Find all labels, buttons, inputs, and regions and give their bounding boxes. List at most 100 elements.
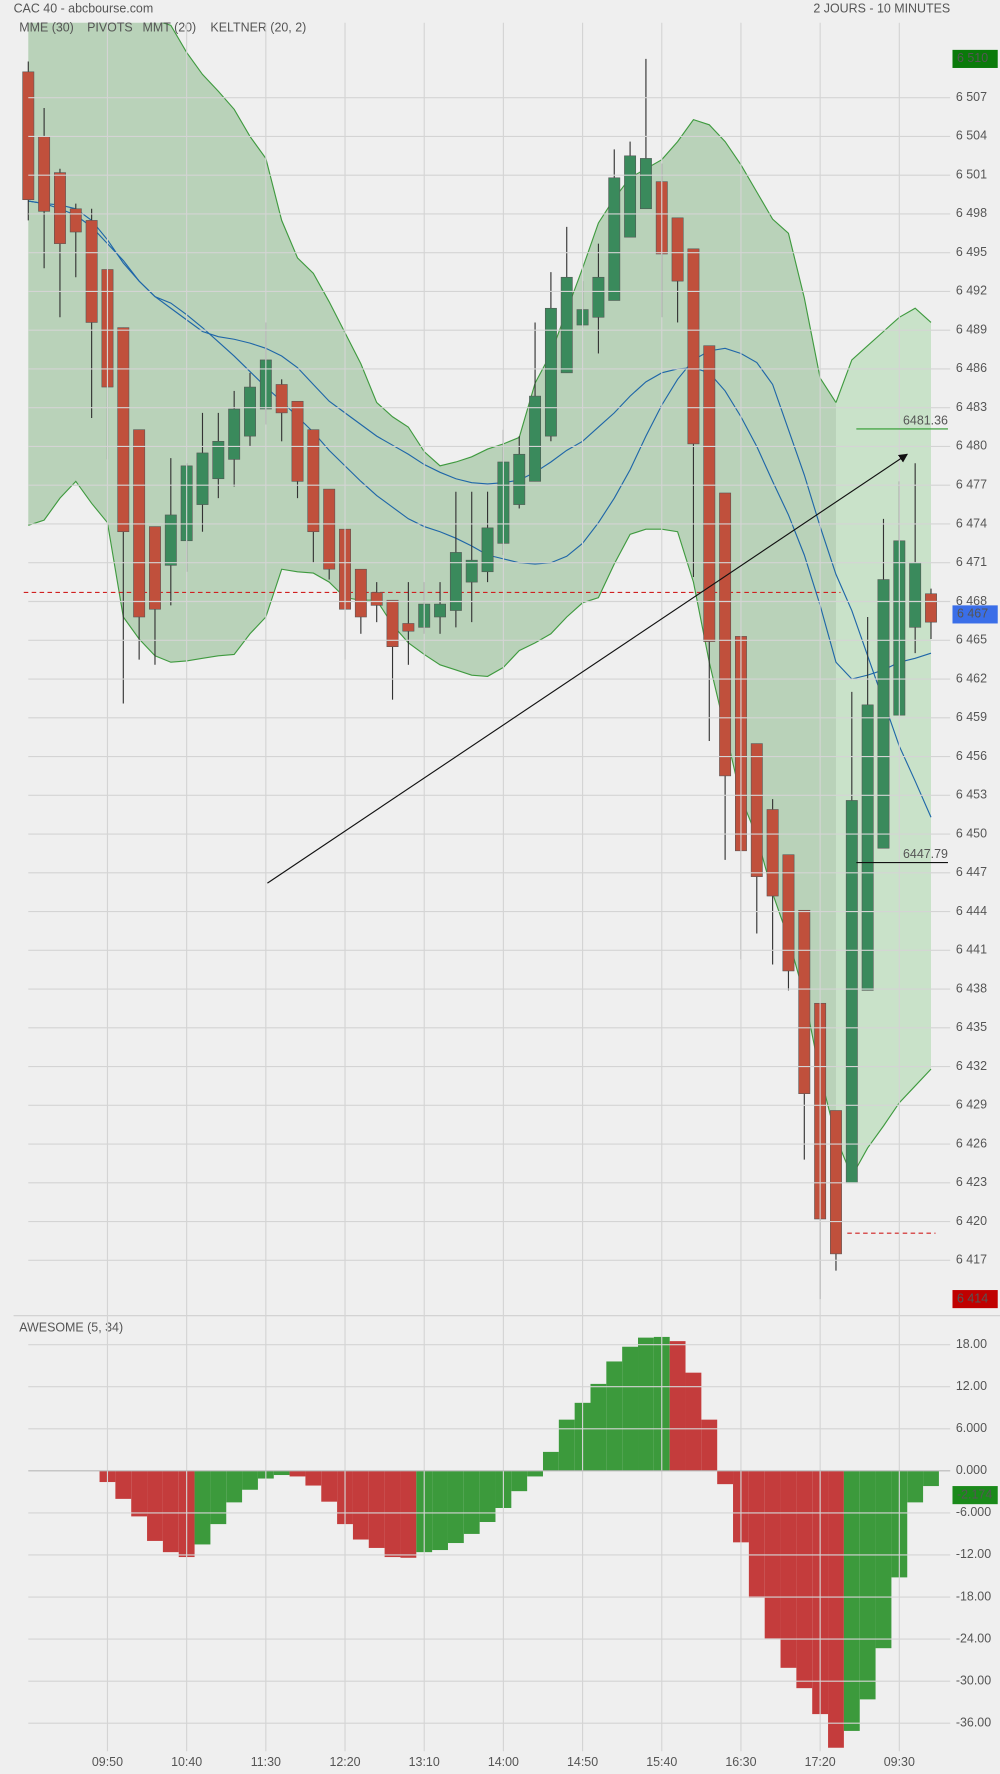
bar: [384, 1470, 401, 1558]
x-tick-label: 16:30: [725, 1755, 756, 1769]
y-tick-label: 6 486: [956, 361, 987, 375]
y-tick-label: 6 459: [956, 710, 987, 724]
candle-body: [861, 704, 874, 991]
candle-body: [909, 562, 922, 628]
bar: [622, 1346, 639, 1471]
candle-body: [560, 276, 573, 374]
bar: [701, 1419, 718, 1471]
candle-body: [719, 492, 732, 777]
y-tick-label: 6 489: [956, 322, 987, 336]
y-tick-label: 6 468: [956, 594, 987, 608]
bar: [321, 1470, 338, 1502]
candle-body: [687, 248, 700, 445]
y-tick-label: 6 447: [956, 865, 987, 879]
price-marker-label: -2.174: [957, 1487, 992, 1501]
legend-entry: PIVOTS: [87, 21, 133, 35]
candle-body: [133, 429, 146, 618]
bar: [289, 1470, 306, 1477]
candle-body: [354, 568, 367, 618]
y-tick-label: -24.00: [956, 1631, 991, 1645]
bar: [352, 1470, 369, 1540]
bar: [558, 1419, 575, 1471]
y-tick-label: 6 420: [956, 1214, 987, 1228]
y-tick-label: 6 498: [956, 206, 987, 220]
y-tick-label: 6 453: [956, 788, 987, 802]
bar: [305, 1470, 322, 1486]
candle-body: [386, 599, 399, 647]
legend-entry: MME (30): [19, 21, 74, 35]
bar: [368, 1470, 385, 1548]
candle-body: [69, 208, 82, 233]
y-tick-label: -6.000: [956, 1505, 991, 1519]
bar: [606, 1361, 623, 1471]
candle-body: [22, 71, 35, 201]
y-tick-label: 6 495: [956, 245, 987, 259]
bar: [242, 1470, 258, 1490]
x-tick-label: 09:50: [92, 1755, 123, 1769]
band-upper: [835, 307, 932, 403]
candle-body: [798, 909, 811, 1094]
legend-entry: KELTNER (20, 2): [210, 21, 306, 35]
candle-body: [830, 1110, 842, 1255]
bar: [463, 1470, 480, 1534]
candle-body: [877, 579, 890, 849]
x-tick-label: 15:40: [646, 1755, 677, 1769]
price-marker: [952, 605, 998, 624]
bar: [907, 1470, 924, 1503]
bar: [194, 1470, 211, 1545]
candle-body: [307, 429, 320, 533]
x-tick-label: 12:20: [329, 1755, 360, 1769]
bar: [273, 1470, 290, 1476]
candle-body: [513, 453, 526, 505]
price-marker: [952, 49, 998, 68]
y-tick-label: 6 438: [956, 981, 987, 995]
candle-body: [481, 527, 494, 573]
candle-body: [592, 276, 605, 318]
bar: [669, 1341, 686, 1471]
x-tick-label: 10:40: [171, 1755, 202, 1769]
candle-body: [639, 158, 652, 210]
x-tick-label: 11:30: [251, 1755, 281, 1769]
candle-body: [212, 441, 225, 480]
candle-body: [164, 514, 177, 566]
bar: [843, 1470, 860, 1731]
price-marker-label: 6 467: [957, 607, 988, 621]
legend-entry: MMT (20): [143, 21, 197, 35]
bar: [859, 1470, 876, 1700]
candle-body: [449, 552, 462, 611]
candle-body: [465, 559, 478, 583]
bar: [131, 1470, 148, 1517]
y-tick-label: 6 426: [956, 1136, 987, 1150]
bar: [780, 1470, 797, 1668]
candle-body: [750, 743, 763, 877]
y-tick-label: 0.000: [956, 1463, 987, 1477]
candle-body: [624, 155, 637, 238]
bar: [162, 1470, 179, 1553]
trend-line: [267, 453, 908, 884]
candle-body: [196, 452, 209, 505]
bar: [511, 1470, 528, 1492]
y-tick-label: 6 456: [956, 749, 987, 763]
price-marker-label: 6 414: [957, 1291, 988, 1305]
y-tick-label: 6 477: [956, 478, 987, 492]
y-tick-label: 6 474: [956, 516, 987, 530]
price-marker-label: 6 510: [957, 51, 988, 65]
y-tick-label: 6.000: [956, 1421, 987, 1435]
level-label: 6447.79: [903, 847, 948, 861]
y-tick-label: 12.00: [956, 1379, 987, 1393]
band-fill: [28, 22, 836, 1138]
x-tick-label: 13:10: [409, 1755, 440, 1769]
y-tick-label: 6 432: [956, 1059, 987, 1073]
y-tick-label: 6 465: [956, 633, 987, 647]
y-tick-label: 6 429: [956, 1098, 987, 1112]
candle-body: [671, 217, 684, 282]
y-tick-label: -30.00: [956, 1673, 991, 1687]
price-marker: [952, 1486, 998, 1505]
candle-body: [54, 172, 66, 244]
candle-body: [38, 136, 51, 212]
bar: [210, 1470, 227, 1525]
price-panel: [22, 22, 937, 1300]
y-tick-label: -18.00: [956, 1589, 991, 1603]
x-tick-label: 14:50: [567, 1755, 598, 1769]
